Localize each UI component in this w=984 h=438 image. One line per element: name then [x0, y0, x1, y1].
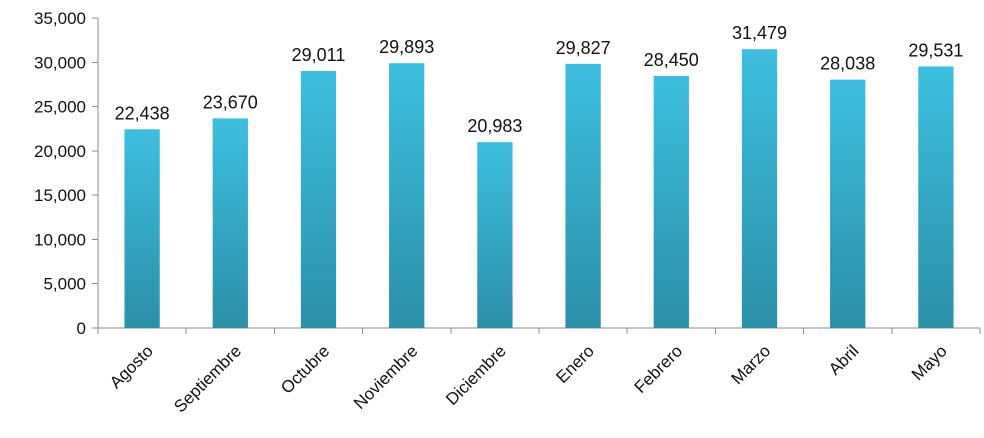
bar-enero — [565, 63, 601, 329]
data-label: 20,983 — [467, 116, 522, 136]
y-tick-label: 35,000 — [34, 9, 86, 28]
category-label: Octubre — [277, 341, 333, 397]
bar-diciembre — [477, 142, 513, 328]
y-tick-label: 0 — [77, 319, 86, 338]
y-tick-label: 15,000 — [34, 186, 86, 205]
y-axis: 0 5,000 10,000 15,000 20,000 25,000 30,000 35,0… — [34, 9, 99, 338]
bar-noviembre — [389, 63, 425, 328]
category-label: Enero — [552, 341, 598, 387]
data-label: 29,893 — [379, 37, 434, 57]
category-label: Septiembre — [170, 341, 245, 416]
data-label: 28,450 — [644, 50, 699, 70]
data-label: 29,011 — [292, 45, 346, 65]
category-label: Noviembre — [350, 341, 422, 413]
bar-octubre — [300, 71, 337, 329]
bar-febrero — [653, 76, 689, 328]
category-label: Diciembre — [442, 341, 510, 409]
data-label: 23,670 — [203, 92, 258, 112]
data-label: 22,438 — [115, 103, 170, 123]
y-tick-label: 30,000 — [34, 53, 86, 72]
category-labels: Agosto Septiembre Octubre Noviembre Diciembr… — [106, 341, 951, 416]
bar-abril — [830, 79, 866, 329]
category-label: Marzo — [727, 341, 774, 388]
y-tick-label: 10,000 — [34, 230, 86, 249]
category-label: Febrero — [631, 341, 687, 397]
data-label: 29,531 — [908, 40, 963, 60]
bar-mayo — [918, 66, 954, 329]
data-label: 28,038 — [820, 54, 875, 74]
bar-agosto — [124, 129, 160, 328]
data-label: 29,827 — [556, 38, 611, 58]
category-label: Agosto — [106, 341, 157, 392]
x-axis — [92, 327, 981, 334]
bar-septiembre — [212, 118, 248, 328]
category-label: Abril — [825, 341, 862, 378]
category-label: Mayo — [908, 341, 951, 384]
bars — [124, 49, 954, 329]
bar-marzo — [741, 49, 778, 328]
y-tick-label: 20,000 — [34, 142, 86, 161]
y-tick-label: 5,000 — [43, 275, 86, 294]
data-label: 31,479 — [732, 23, 787, 43]
data-labels: 22,438 23,670 29,011 29,893 20,983 29,827 28,4… — [115, 23, 964, 136]
y-tick-label: 25,000 — [34, 98, 86, 117]
